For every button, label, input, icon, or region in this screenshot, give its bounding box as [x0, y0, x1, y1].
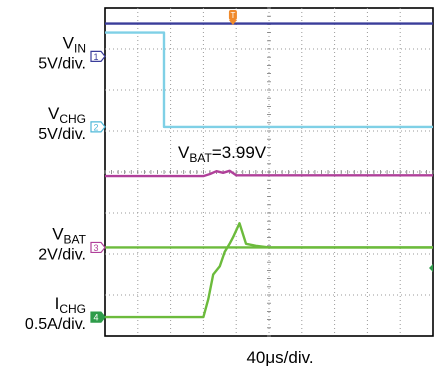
trace-chg	[105, 31, 433, 129]
trace-ch2	[105, 169, 433, 178]
channel-marker-2	[90, 121, 106, 133]
scope-grid	[104, 7, 434, 337]
channel-labels: VIN5V/div.VCHG5V/div.VBAT2V/div.ICHG0.5A…	[25, 33, 87, 333]
channel-scale-1: 5V/div.	[38, 55, 86, 72]
trigger-arrow	[228, 20, 237, 25]
channel-marker-4	[90, 311, 106, 323]
time-scale-label: 40μs/div.	[246, 348, 313, 367]
channel-markers: 1 2 3 4	[90, 50, 106, 323]
scope-traces	[105, 22, 433, 319]
channel-marker-number: 4	[93, 313, 98, 323]
channel-marker-number: 3	[93, 243, 98, 253]
channel-name-4: ICHG	[55, 294, 86, 316]
channel-marker-number: 1	[93, 52, 98, 62]
channel-name-1: VIN	[63, 33, 86, 55]
channel-marker-1	[90, 50, 106, 62]
channel-marker-3	[90, 241, 106, 254]
channel-name-3: VBAT	[52, 224, 86, 246]
trigger-label: T	[230, 11, 235, 20]
trigger-marker: T	[228, 10, 237, 25]
channel-scale-2: 5V/div.	[38, 126, 86, 143]
vbat-annotation: VBAT=3.99V	[178, 143, 267, 165]
channel-scale-3: 2V/div.	[38, 246, 86, 263]
trace-chg	[105, 222, 433, 319]
annotation-sub: BAT	[189, 151, 212, 165]
channel-scale-4: 0.5A/div.	[25, 316, 86, 333]
right-edge-marker	[429, 264, 433, 272]
channel-marker-number: 2	[93, 122, 98, 132]
annotation-rest: =3.99V	[212, 143, 267, 162]
annotation-main: V	[178, 143, 190, 162]
channel-name-2: VCHG	[48, 104, 86, 126]
